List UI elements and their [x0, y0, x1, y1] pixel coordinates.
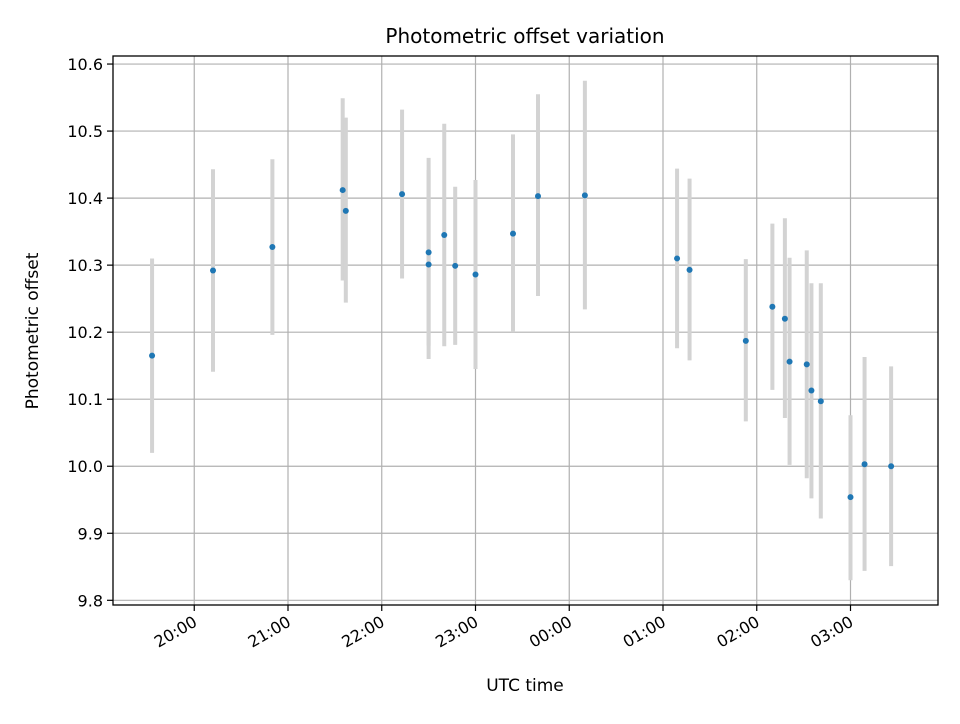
- data-point: [888, 463, 895, 470]
- data-point: [269, 244, 276, 251]
- chart-title: Photometric offset variation: [385, 24, 664, 48]
- data-point: [808, 387, 815, 394]
- y-tick-label: 10.4: [67, 189, 103, 208]
- data-point: [399, 191, 406, 198]
- data-point: [535, 193, 541, 200]
- y-tick-label: 10.6: [67, 55, 103, 74]
- data-point: [425, 249, 432, 256]
- data-point: [510, 230, 516, 237]
- y-tick-label: 9.8: [78, 591, 103, 610]
- data-point: [210, 267, 216, 274]
- data-point: [674, 255, 681, 262]
- data-point: [339, 187, 346, 194]
- y-axis: 9.8 9.9 10.0 10.1 10.2 10.3 10.4 10.5 10.6: [67, 55, 113, 610]
- data-point: [803, 361, 810, 368]
- data-point: [769, 303, 776, 310]
- x-axis-label: UTC time: [486, 676, 564, 696]
- data-point: [786, 358, 793, 365]
- y-tick-label: 10.2: [67, 323, 103, 342]
- data-point: [686, 266, 693, 273]
- y-axis-label: Photometric offset: [23, 252, 43, 409]
- data-point: [425, 261, 432, 268]
- data-points: [149, 187, 895, 501]
- data-point: [581, 192, 588, 199]
- plot-frame: [112, 55, 939, 606]
- data-point: [861, 461, 868, 468]
- data-point: [817, 398, 824, 405]
- y-tick-label: 10.5: [67, 122, 103, 141]
- y-tick-label: 9.9: [78, 524, 103, 543]
- y-tick-label: 10.3: [67, 256, 103, 275]
- data-point: [742, 337, 749, 344]
- data-point: [847, 494, 854, 501]
- data-point: [342, 207, 349, 214]
- data-point: [452, 262, 459, 269]
- data-point: [441, 231, 448, 238]
- y-tick-label: 10.0: [67, 457, 103, 476]
- y-tick-label: 10.1: [67, 390, 103, 409]
- data-point: [781, 315, 788, 322]
- data-point: [149, 352, 156, 359]
- grid: [113, 56, 938, 605]
- data-point: [472, 271, 479, 278]
